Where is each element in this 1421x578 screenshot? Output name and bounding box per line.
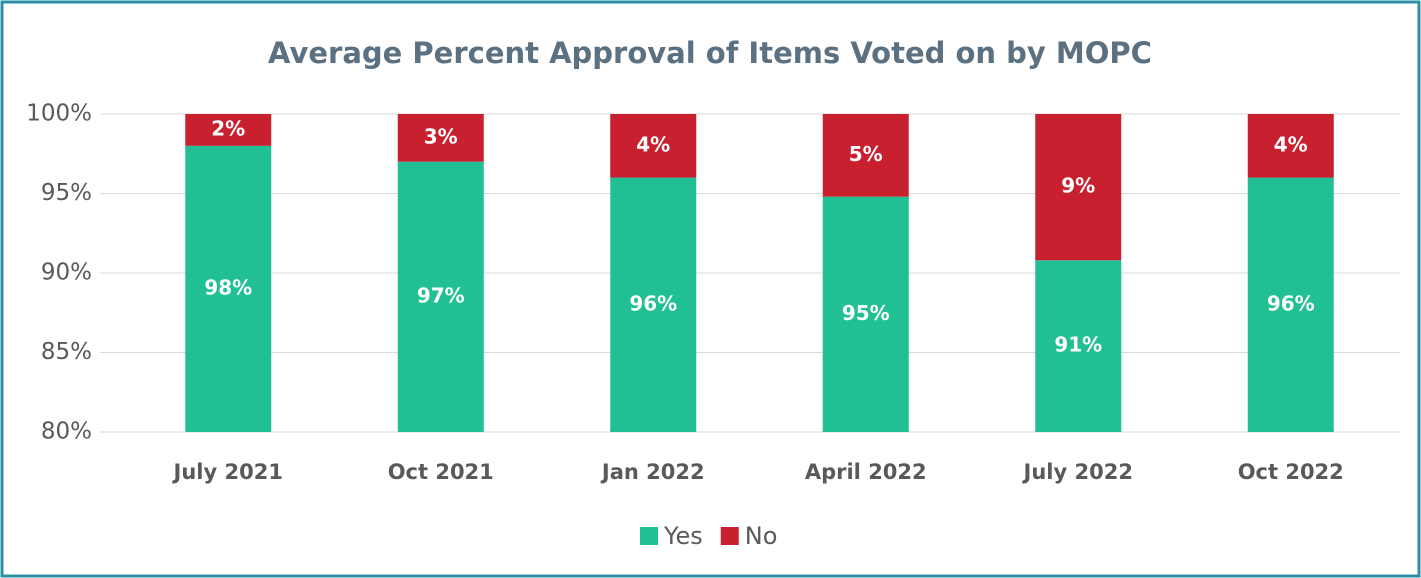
x-tick-label: April 2022 xyxy=(805,460,927,484)
x-tick-label: Oct 2022 xyxy=(1238,460,1344,484)
x-tick-label: Oct 2021 xyxy=(388,460,494,484)
legend-swatch xyxy=(720,527,739,545)
bar-segment xyxy=(1035,260,1122,432)
x-tick-label: July 2022 xyxy=(1022,460,1133,484)
legend-label: No xyxy=(745,522,778,550)
chart-title: Average Percent Approval of Items Voted … xyxy=(268,36,1152,70)
legend-swatch xyxy=(640,527,658,545)
data-label: 98% xyxy=(204,275,252,299)
y-tick-label: 100% xyxy=(26,101,92,127)
bar-segment xyxy=(397,161,484,432)
x-tick-label: July 2021 xyxy=(172,460,283,484)
data-label: 4% xyxy=(636,132,670,156)
data-label: 96% xyxy=(1267,291,1315,315)
x-tick-label: Jan 2022 xyxy=(600,460,705,484)
data-label: 91% xyxy=(1054,333,1102,357)
y-tick-label: 95% xyxy=(41,180,92,206)
bar-segment xyxy=(1035,114,1122,261)
data-label: 9% xyxy=(1061,174,1095,198)
bar-segment xyxy=(610,114,697,178)
legend-label: Yes xyxy=(663,522,703,550)
data-label: 95% xyxy=(842,301,890,325)
data-label: 3% xyxy=(424,124,458,148)
data-label: 5% xyxy=(849,142,883,166)
y-tick-label: 80% xyxy=(41,419,92,445)
y-tick-label: 90% xyxy=(41,260,92,286)
bar-segment xyxy=(185,145,272,433)
bar-segment xyxy=(822,196,909,432)
data-label: 96% xyxy=(629,291,677,315)
bar-segment xyxy=(610,177,697,432)
bar-segment xyxy=(822,114,909,197)
data-label: 2% xyxy=(211,116,245,140)
data-label: 4% xyxy=(1274,132,1308,156)
y-tick-label: 85% xyxy=(41,339,92,365)
bar-segment xyxy=(1247,114,1334,178)
bar-segment xyxy=(397,114,484,162)
bar-segment xyxy=(185,114,272,146)
bar-segment xyxy=(1247,177,1334,432)
data-label: 97% xyxy=(417,283,465,307)
